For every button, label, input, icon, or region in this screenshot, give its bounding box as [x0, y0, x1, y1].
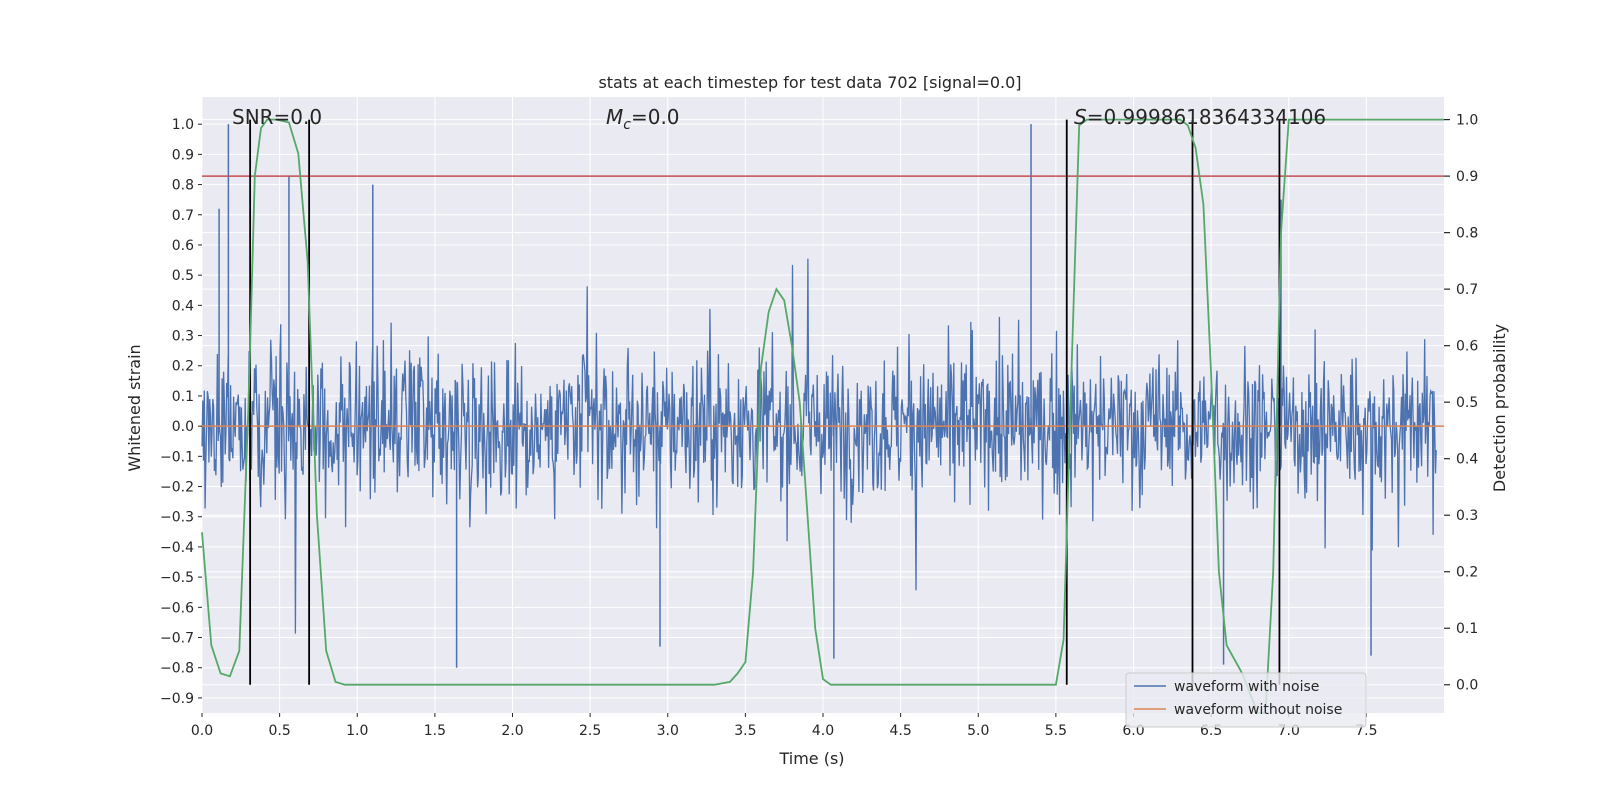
y2-tick-label: 0.1 [1456, 621, 1478, 637]
y2-tick-label: 0.6 [1456, 339, 1478, 355]
score-annotation: S=0.9998618364334106 [1074, 105, 1326, 129]
y-tick-label: 0.1 [172, 389, 194, 405]
detection-markers [249, 119, 1281, 685]
y-tick-label: 0.5 [172, 268, 194, 284]
y-tick-label: −0.3 [160, 510, 194, 526]
x-tick-label: 3.5 [734, 723, 756, 739]
y-tick-label: −0.1 [160, 449, 194, 465]
y-tick-label: 0.4 [172, 298, 194, 314]
x-tick-label: 3.0 [657, 723, 679, 739]
mc-value: =0.0 [631, 105, 680, 129]
probability-series [201, 118, 1444, 714]
legend-box [1125, 672, 1367, 728]
x-tick-label: 0.5 [268, 723, 290, 739]
y-tick-label: −0.6 [160, 600, 194, 616]
chirp-mass-annotation: Mc=0.0 [606, 105, 680, 133]
x-tick-label: 4.5 [889, 723, 911, 739]
mc-subscript: c [623, 117, 631, 133]
x-tick-label: 2.5 [579, 723, 601, 739]
x-tick-label: 4.0 [812, 723, 834, 739]
y2-tick-label: 0.4 [1456, 452, 1478, 468]
y2-axis-label: Detection probability [1490, 324, 1509, 492]
x-tick-label: 5.5 [1045, 723, 1067, 739]
legend-label-clean: waveform without noise [1174, 702, 1342, 718]
y-tick-label: 1.0 [172, 117, 194, 133]
y2-tick-labels: 0.0 0.1 0.2 0.3 0.4 0.5 0.6 0.7 0.8 0.9 1.0 [1444, 113, 1478, 694]
y-tick-label: −0.7 [160, 631, 194, 647]
y-tick-label: 0.7 [172, 208, 194, 224]
snr-annotation: SNR=0.0 [232, 105, 322, 129]
y-tick-label: −0.8 [160, 661, 194, 677]
y-tick-label: 0.2 [172, 359, 194, 375]
score-value: =0.9998618364334106 [1087, 105, 1326, 129]
x-tick-label: 0.0 [191, 723, 213, 739]
y-tick-labels: −0.9 −0.8 −0.7 −0.6 −0.5 −0.4 −0.3 −0.2 −0.1 0.0 0… [160, 117, 202, 707]
x-tick-label: 1.0 [346, 723, 368, 739]
y2-tick-label: 0.2 [1456, 565, 1478, 581]
y-tick-label: −0.4 [160, 540, 194, 556]
y-tick-label: 0.9 [172, 147, 194, 163]
y2-tick-label: 0.9 [1456, 169, 1478, 185]
y2-tick-label: 0.8 [1456, 226, 1478, 242]
y-tick-label: −0.5 [160, 570, 194, 586]
y-tick-label: −0.2 [160, 480, 194, 496]
y-tick-label: 0.6 [172, 238, 194, 254]
y-tick-label: 0.8 [172, 178, 194, 194]
y-tick-label: 0.3 [172, 329, 194, 345]
y2-tick-label: 0.7 [1456, 282, 1478, 298]
score-symbol: S [1074, 105, 1087, 129]
y-axis-label: Whitened strain [125, 344, 144, 471]
y-tick-label: 0.0 [172, 419, 194, 435]
y2-tick-label: 1.0 [1456, 113, 1478, 129]
y2-tick-label: 0.0 [1456, 678, 1478, 694]
legend: waveform with noise waveform without noi… [1125, 672, 1367, 728]
x-axis-label: Time (s) [778, 749, 844, 768]
legend-label-noise: waveform with noise [1174, 679, 1319, 695]
x-tick-label: 2.0 [501, 723, 523, 739]
y-tick-label: −0.9 [160, 691, 194, 707]
mc-symbol: M [606, 105, 623, 129]
x-tick-label: 5.0 [967, 723, 989, 739]
y2-tick-label: 0.5 [1456, 395, 1478, 411]
x-tick-label: 1.5 [424, 723, 446, 739]
y2-tick-label: 0.3 [1456, 508, 1478, 524]
chart-title: stats at each timestep for test data 702… [598, 73, 1021, 92]
probability-line [201, 118, 1444, 714]
